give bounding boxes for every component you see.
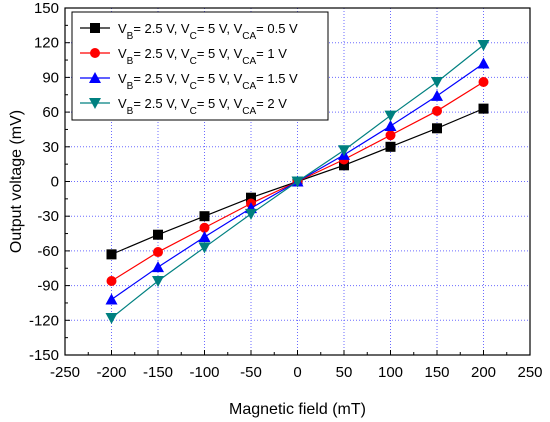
data-point xyxy=(478,103,489,114)
legend-item: VB= 2.5 V, VC= 5 V, VCA= 1 V xyxy=(80,46,287,67)
y-tick-label: 60 xyxy=(42,104,59,121)
legend-label: VB= 2.5 V, VC= 5 V, VCA= 2 V xyxy=(118,96,287,117)
y-tick-label: 120 xyxy=(34,35,59,52)
y-tick-label: 90 xyxy=(42,69,59,86)
data-point xyxy=(153,229,163,240)
data-point xyxy=(477,57,490,69)
data-point xyxy=(198,231,211,243)
legend-marker xyxy=(89,72,101,83)
y-tick-label: -30 xyxy=(37,208,59,225)
legend-item: VB= 2.5 V, VC= 5 V, VCA= 0.5 V xyxy=(80,21,298,42)
data-point xyxy=(431,77,443,89)
x-tick-label: -100 xyxy=(189,364,219,381)
x-tick-label: 100 xyxy=(378,364,403,381)
x-tick-label: -50 xyxy=(240,364,262,381)
data-point xyxy=(431,89,443,101)
y-tick-label: 150 xyxy=(34,0,59,17)
data-point xyxy=(432,123,442,134)
legend-marker xyxy=(90,23,100,33)
data-point xyxy=(291,176,304,188)
data-point xyxy=(152,275,164,287)
data-point xyxy=(106,275,117,286)
legend-label: VB= 2.5 V, VC= 5 V, VCA= 1 V xyxy=(118,46,287,67)
data-point xyxy=(385,141,396,152)
x-tick-label: -200 xyxy=(96,364,126,381)
data-point xyxy=(478,77,489,88)
legend-item: VB= 2.5 V, VC= 5 V, VCA= 1.5 V xyxy=(80,71,298,92)
legend-label: VB= 2.5 V, VC= 5 V, VCA= 1.5 V xyxy=(118,71,298,92)
data-point xyxy=(106,249,117,260)
data-point xyxy=(339,160,349,171)
data-point xyxy=(384,110,397,122)
legend-item: VB= 2.5 V, VC= 5 V, VCA= 2 V xyxy=(80,96,287,117)
x-tick-label: 50 xyxy=(336,364,353,381)
data-point xyxy=(477,40,490,52)
axis-ticks xyxy=(64,7,531,356)
x-tick-label: -250 xyxy=(50,364,80,381)
data-point xyxy=(432,105,442,116)
data-point xyxy=(105,293,118,305)
data-point xyxy=(198,242,211,254)
legend: VB= 2.5 V, VC= 5 V, VCA= 0.5 V VB= 2.5 V,… xyxy=(71,11,329,121)
y-tick-label: -150 xyxy=(29,347,59,364)
series-layer xyxy=(105,40,490,324)
data-point xyxy=(338,145,350,157)
data-point xyxy=(153,247,163,258)
data-point xyxy=(199,222,210,233)
data-point xyxy=(199,211,210,222)
series-4 xyxy=(105,40,490,324)
legend-box xyxy=(71,11,329,121)
x-tick-label: 150 xyxy=(424,364,449,381)
data-point xyxy=(152,261,164,273)
data-point xyxy=(385,130,396,141)
x-tick-label: 0 xyxy=(293,364,301,381)
x-tick-labels: -250 -200 -150 -100 -50 0 50 100 150 200 250 xyxy=(50,364,543,381)
data-point xyxy=(105,312,118,324)
x-tick-label: 250 xyxy=(517,364,542,381)
x-tick-label: 200 xyxy=(471,364,496,381)
y-axis-title: Output voltage (mV) xyxy=(8,110,25,253)
y-tick-label: -60 xyxy=(37,243,59,260)
x-axis-title: Magnetic field (mT) xyxy=(229,401,366,418)
y-tick-label: 0 xyxy=(51,174,59,191)
y-tick-label: -90 xyxy=(37,278,59,295)
data-point xyxy=(246,192,256,203)
legend-label: VB= 2.5 V, VC= 5 V, VCA= 0.5 V xyxy=(118,21,298,42)
data-point xyxy=(384,119,397,131)
y-tick-label: 30 xyxy=(42,139,59,156)
x-tick-label: -150 xyxy=(143,364,173,381)
legend-marker xyxy=(89,98,101,109)
y-tick-label: -120 xyxy=(29,312,59,329)
legend-marker xyxy=(90,48,100,58)
data-point xyxy=(245,208,257,220)
series-2 xyxy=(106,77,489,286)
y-tick-labels: -150 -120 -90 -60 -30 0 30 60 90 120 150 xyxy=(29,0,59,364)
